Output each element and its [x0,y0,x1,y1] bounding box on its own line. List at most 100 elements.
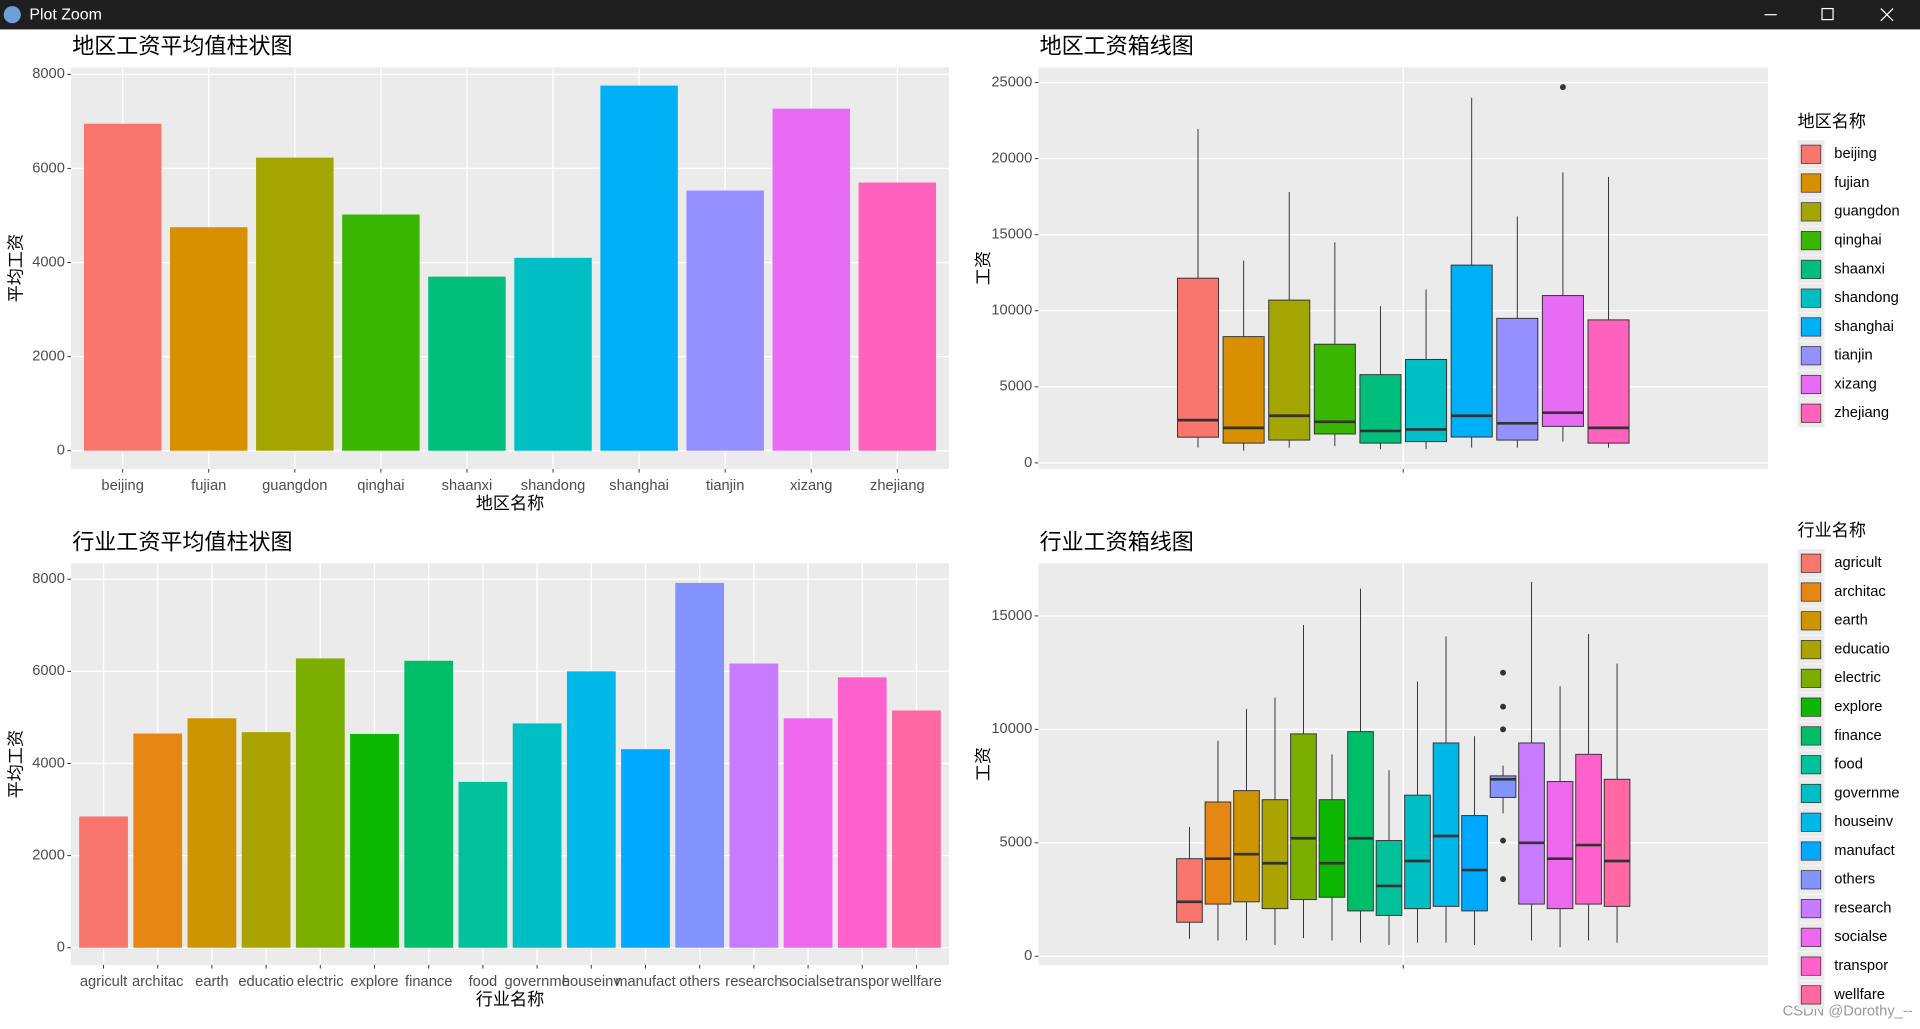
x-axis-title: 地区名称 [476,493,545,513]
box [1496,317,1539,441]
y-tick-label: 20000 [991,151,1032,167]
bar [241,732,291,948]
box [1541,295,1584,427]
bar [729,663,779,948]
box [1404,794,1431,910]
bar [837,677,887,948]
box [1489,775,1517,798]
box [1575,753,1602,905]
legend-label: research [1834,900,1891,916]
legend-key [1800,870,1822,890]
y-tick-label: 0 [57,940,65,956]
box [1176,277,1220,438]
legend-key [1800,697,1822,717]
y-tick-label: 4000 [32,755,65,771]
x-tick-label: socialse [782,974,835,990]
legend-key [1800,755,1822,775]
y-tick-label: 5000 [1000,835,1033,851]
bar [350,733,399,948]
legend-key [1800,317,1822,337]
x-tick-label: zhejiang [870,478,925,494]
legend-label: houseinv [1834,814,1893,830]
x-tick-label: agricult [80,974,127,990]
legend-label: shaanxi [1834,261,1885,277]
legend-key [1800,927,1822,947]
legend-key [1800,812,1822,832]
legend-label: fujian [1834,175,1869,191]
y-tick-label: 15000 [991,227,1032,243]
box [1432,742,1460,907]
x-tick-label: wellfare [890,974,942,990]
chart-title: 地区工资平均值柱状图 [72,34,292,59]
legend-key [1800,259,1822,279]
legend-key [1800,985,1822,1005]
outlier [1500,837,1506,844]
bar [514,257,592,451]
bar [512,723,562,948]
x-tick-label: shaanxi [442,478,493,494]
maximize-button[interactable] [1821,7,1834,21]
legend-label: shanghai [1834,319,1894,335]
y-tick-label: 2000 [32,348,65,364]
box [1405,358,1448,443]
x-tick-label: tianjin [706,478,744,494]
x-tick-label: fujian [191,478,226,494]
outlier [1500,726,1506,733]
box [1204,801,1232,905]
x-tick-label: manufact [615,974,675,990]
bar [79,816,128,948]
legend-key [1800,144,1822,164]
x-tick-label: others [679,974,720,990]
y-tick-label: 4000 [32,254,65,270]
legend-label: zhejiang [1834,405,1889,421]
legend-label: finance [1834,728,1881,744]
x-tick-label: architac [132,974,183,990]
y-tick-label: 0 [1024,455,1032,471]
x-tick-label: shanghai [609,478,669,494]
close-button[interactable] [1880,8,1894,22]
legend-label: agricult [1834,555,1881,571]
box [1518,742,1545,905]
legend-label: governme [1834,785,1899,801]
box [1176,858,1203,923]
y-tick-label: 6000 [32,160,65,176]
y-axis-title: 平均工资 [6,234,26,302]
y-tick-label: 5000 [1000,379,1033,395]
outlier [1500,703,1506,710]
x-tick-label: transpor [835,974,889,990]
x-tick-label: shandong [521,478,586,494]
x-tick-label: research [725,974,782,990]
bar [404,660,454,948]
legend-key [1800,403,1822,423]
legend-key [1800,346,1822,366]
legend-key [1800,553,1822,573]
y-tick-label: 10000 [991,721,1032,737]
box [1318,799,1346,898]
legend-title: 地区名称 [1798,111,1867,131]
x-tick-label: xizang [790,478,832,494]
chart-title: 行业工资平均值柱状图 [72,530,292,555]
x-axis-title: 行业名称 [476,989,545,1009]
legend-key [1800,640,1822,660]
legend-label: electric [1834,670,1881,686]
legend-label: wellfare [1833,987,1885,1003]
legend-label: educatio [1834,641,1890,657]
outlier [1500,876,1506,883]
x-tick-label: beijing [101,478,143,494]
box [1261,799,1289,910]
bar [675,582,725,948]
legend-key [1800,173,1822,193]
outlier [1500,669,1506,676]
legend-title: 行业名称 [1798,520,1867,540]
legend-key [1800,611,1822,631]
legend-key [1800,783,1822,804]
chart-title: 地区工资箱线图 [1040,34,1194,59]
y-tick-label: 2000 [32,847,65,863]
legend-key [1800,899,1822,919]
bar [83,123,162,451]
legend-label: socialse [1834,929,1887,945]
x-tick-label: electric [297,974,344,990]
x-tick-label: houseinv [562,974,621,990]
box [1450,264,1493,438]
